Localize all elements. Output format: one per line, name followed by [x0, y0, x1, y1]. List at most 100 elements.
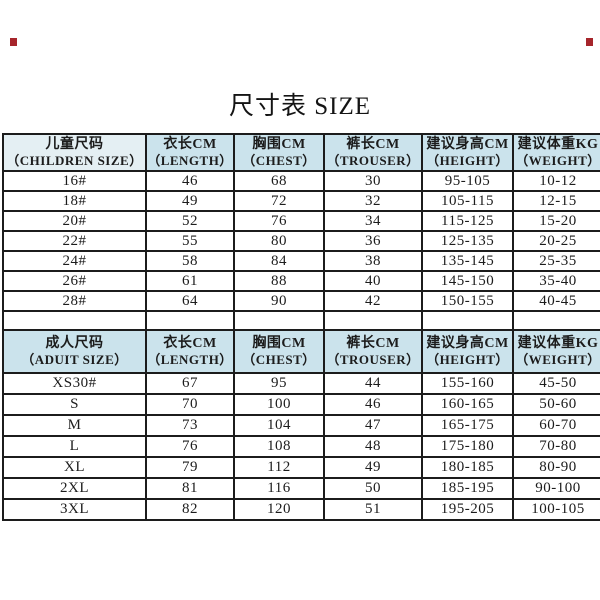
column-header-zh-label: 建议身高CM: [426, 336, 509, 351]
table-cell-trouser: 40: [323, 270, 423, 292]
adult-header-row: 成人尺码 （ADUIT SIZE） 衣长CM （LENGTH） 胸围CM （CHEST）裤…: [2, 329, 600, 374]
table-cell-size: 3XL: [2, 498, 147, 521]
adult-table-row: L 76 108 48 175-180 70-80: [2, 435, 600, 458]
table-cell-chest: 120: [233, 498, 325, 521]
column-header-zh-label: 裤长CM: [346, 137, 400, 152]
column-header-weight: 建议体重KG （WEIGHT）: [512, 329, 600, 374]
column-header-zh-label: 建议身高CM: [426, 137, 509, 152]
column-header-zh-label: 胸围CM: [252, 336, 306, 351]
column-header-chest: 胸围CM （CHEST）: [233, 133, 325, 172]
column-header-zh-label: 建议体重KG: [517, 336, 599, 351]
column-header-en-label: （WEIGHT）: [515, 153, 600, 168]
children-header-row: 儿童尺码 （CHILDREN SIZE） 衣长CM （LENGTH） 胸围CM （CHES…: [2, 133, 600, 172]
table-cell-weight: 15-20: [512, 210, 600, 232]
table-cell-size: 26#: [2, 270, 147, 292]
adult-table-row: 2XL 81 116 50 185-195 90-100: [2, 477, 600, 500]
table-cell-chest: 100: [233, 393, 325, 416]
table-cell-weight: 12-15: [512, 190, 600, 212]
table-cell-trouser: 49: [323, 456, 423, 479]
table-cell-length: 73: [145, 414, 235, 437]
adult-table-row: XL 79 112 49 180-185 80-90: [2, 456, 600, 479]
table-cell-height: 155-160: [421, 372, 514, 395]
table-cell-trouser: 42: [323, 290, 423, 312]
column-header-zh-label: 衣长CM: [163, 336, 217, 351]
spacer-cell: [2, 310, 147, 331]
children-table-row: 24# 58 84 38 135-145 25-35: [2, 250, 600, 272]
table-cell-size: 22#: [2, 230, 147, 252]
table-cell-size: 20#: [2, 210, 147, 232]
spacer-cell: [233, 310, 325, 331]
spacer-cell: [145, 310, 235, 331]
adult-table-row: XS30# 67 95 44 155-160 45-50: [2, 372, 600, 395]
table-cell-size: 28#: [2, 290, 147, 312]
table-cell-length: 55: [145, 230, 235, 252]
table-cell-length: 82: [145, 498, 235, 521]
column-header-en-label: （WEIGHT）: [515, 352, 600, 367]
page-title: 尺寸表 SIZE: [228, 93, 372, 120]
column-header-trouser: 裤长CM （TROUSER）: [323, 133, 423, 172]
table-cell-weight: 70-80: [512, 435, 600, 458]
table-cell-weight: 60-70: [512, 414, 600, 437]
table-cell-size: S: [2, 393, 147, 416]
table-cell-height: 125-135: [421, 230, 514, 252]
table-cell-trouser: 50: [323, 477, 423, 500]
table-cell-chest: 72: [233, 190, 325, 212]
table-cell-trouser: 47: [323, 414, 423, 437]
table-cell-size: 16#: [2, 170, 147, 192]
column-header-zh-label: 胸围CM: [252, 137, 306, 152]
table-cell-trouser: 46: [323, 393, 423, 416]
table-cell-length: 52: [145, 210, 235, 232]
table-cell-weight: 45-50: [512, 372, 600, 395]
children-table-row: 16# 46 68 30 95-105 10-12: [2, 170, 600, 192]
column-header-size: 儿童尺码 （CHILDREN SIZE）: [2, 133, 147, 172]
table-cell-weight: 80-90: [512, 456, 600, 479]
column-header-zh-label: 成人尺码: [45, 336, 104, 351]
table-cell-length: 64: [145, 290, 235, 312]
column-header-chest: 胸围CM （CHEST）: [233, 329, 325, 374]
column-header-height: 建议身高CM （HEIGHT）: [421, 329, 514, 374]
table-cell-trouser: 51: [323, 498, 423, 521]
red-mark-right: [586, 38, 593, 46]
column-header-size: 成人尺码 （ADUIT SIZE）: [2, 329, 147, 374]
column-header-en-label: （CHILDREN SIZE）: [6, 153, 143, 168]
table-cell-length: 79: [145, 456, 235, 479]
table-cell-chest: 88: [233, 270, 325, 292]
column-header-zh-label: 裤长CM: [346, 336, 400, 351]
table-cell-height: 145-150: [421, 270, 514, 292]
adult-table-row: M 73 104 47 165-175 60-70: [2, 414, 600, 437]
spacer-cell: [512, 310, 600, 331]
table-cell-trouser: 34: [323, 210, 423, 232]
table-cell-weight: 20-25: [512, 230, 600, 252]
table-cell-trouser: 38: [323, 250, 423, 272]
table-cell-height: 180-185: [421, 456, 514, 479]
column-header-en-label: （LENGTH）: [147, 153, 233, 168]
table-cell-height: 135-145: [421, 250, 514, 272]
table-cell-chest: 112: [233, 456, 325, 479]
column-header-trouser: 裤长CM （TROUSER）: [323, 329, 423, 374]
table-cell-weight: 50-60: [512, 393, 600, 416]
table-cell-chest: 108: [233, 435, 325, 458]
column-header-en-label: （ADUIT SIZE）: [21, 352, 128, 367]
table-cell-weight: 35-40: [512, 270, 600, 292]
table-cell-length: 81: [145, 477, 235, 500]
table-cell-size: XS30#: [2, 372, 147, 395]
table-cell-size: M: [2, 414, 147, 437]
spacer-row: [2, 310, 600, 331]
children-table-row: 28# 64 90 42 150-155 40-45: [2, 290, 600, 312]
table-cell-height: 165-175: [421, 414, 514, 437]
table-cell-chest: 95: [233, 372, 325, 395]
table-cell-chest: 90: [233, 290, 325, 312]
table-cell-size: 2XL: [2, 477, 147, 500]
children-table-row: 18# 49 72 32 105-115 12-15: [2, 190, 600, 212]
children-table-row: 26# 61 88 40 145-150 35-40: [2, 270, 600, 292]
children-table-row: 22# 55 80 36 125-135 20-25: [2, 230, 600, 252]
table-cell-trouser: 44: [323, 372, 423, 395]
table-cell-weight: 25-35: [512, 250, 600, 272]
column-header-en-label: （TROUSER）: [326, 352, 420, 367]
table-cell-length: 76: [145, 435, 235, 458]
table-cell-trouser: 48: [323, 435, 423, 458]
table-cell-height: 95-105: [421, 170, 514, 192]
adult-table-row: S 70 100 46 160-165 50-60: [2, 393, 600, 416]
table-cell-height: 115-125: [421, 210, 514, 232]
adult-table-row: 3XL 82 120 51 195-205 100-105: [2, 498, 600, 521]
